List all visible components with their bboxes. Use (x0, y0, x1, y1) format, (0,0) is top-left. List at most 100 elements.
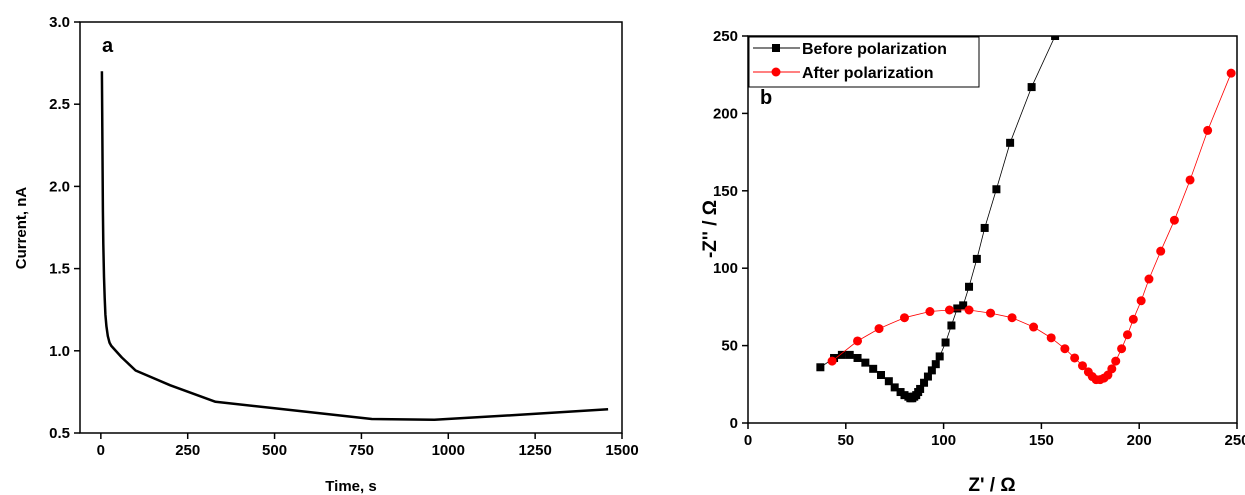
x-tick-label: 1000 (432, 442, 465, 459)
legend-b: Before polarization After polarization (748, 36, 980, 88)
data-point-circle (1007, 313, 1017, 323)
data-point-circle (899, 313, 909, 323)
x-tick-label: 250 (1224, 432, 1245, 449)
data-point-square (941, 338, 950, 347)
x-tick-label: 0 (744, 432, 752, 449)
y-tick-label: 1.0 (49, 343, 70, 360)
x-tick-label: 750 (349, 442, 374, 459)
series-group-a (100, 71, 609, 422)
data-point-square (972, 254, 981, 263)
series-line-2 (831, 73, 1232, 381)
x-tick-label: 1500 (605, 442, 638, 459)
data-point-circle (986, 308, 996, 318)
data-point-circle (944, 305, 954, 315)
data-point-circle (1029, 322, 1039, 332)
data-point-square (837, 350, 846, 359)
data-point-square (816, 363, 825, 372)
series-line-1 (100, 71, 609, 422)
x-tick-label: 100 (931, 432, 956, 449)
data-point-circle (1226, 68, 1236, 78)
legend-box (748, 36, 980, 88)
data-point-square (965, 282, 974, 291)
y-tick-label: 0.5 (49, 425, 70, 442)
data-point-circle (1077, 361, 1087, 371)
x-tick-label: 500 (262, 442, 287, 459)
y-tick-label: 1.5 (49, 261, 70, 278)
data-point-square (869, 364, 878, 373)
x-tick-label: 0 (97, 442, 105, 459)
panel-b: 0 50 100 150 200 250 0 50 100 150 200 250 b Before… (700, 28, 1245, 495)
x-axis-title-b: Z' / Ω (968, 475, 1015, 495)
plot-frame-a (79, 21, 623, 434)
y-tick-label: 50 (721, 338, 738, 355)
data-point-square (927, 366, 936, 375)
data-point-circle (1060, 344, 1070, 354)
x-ticks-b: 0 50 100 150 200 250 (744, 423, 1245, 449)
y-tick-label: 2.0 (49, 178, 70, 195)
data-point-circle (1128, 314, 1138, 324)
data-point-square (947, 321, 956, 330)
data-point-circle (1136, 296, 1146, 306)
data-point-square (953, 304, 962, 313)
legend-label-after: After polarization (802, 65, 934, 82)
data-point-square (1051, 36, 1060, 40)
data-point-circle (874, 324, 884, 334)
data-point-circle (1111, 356, 1121, 366)
data-point-square (1006, 138, 1015, 147)
x-tick-label: 50 (837, 432, 854, 449)
panel-label-b: b (760, 87, 772, 109)
data-point-circle (1169, 215, 1179, 225)
series-group-b (816, 36, 1236, 403)
data-point-circle (964, 305, 974, 315)
y-tick-label: 0 (730, 415, 738, 432)
data-point-circle (1070, 353, 1080, 363)
y-ticks-b: 0 50 100 150 200 250 (713, 28, 748, 432)
y-tick-label: 3.0 (49, 14, 70, 31)
data-point-circle (1122, 330, 1132, 340)
data-point-square (959, 301, 968, 310)
y-tick-label: 100 (713, 260, 738, 277)
data-point-circle (925, 307, 935, 317)
data-point-circle (1203, 125, 1213, 135)
legend-marker-before (772, 44, 780, 52)
data-point-circle (1185, 175, 1195, 185)
y-axis-title-b: -Z'' / Ω (700, 200, 721, 258)
data-point-circle (853, 336, 863, 346)
data-point-square (845, 350, 854, 359)
x-tick-label: 150 (1029, 432, 1054, 449)
data-point-square (935, 352, 944, 361)
y-tick-label: 200 (713, 105, 738, 122)
data-point-square (853, 353, 862, 362)
panel-a: 0 250 500 750 1000 1250 1500 0.5 1.0 1.5 2.0 2.5 3.… (13, 14, 639, 495)
data-point-circle (1144, 274, 1154, 284)
y-ticks-a: 0.5 1.0 1.5 2.0 2.5 3.0 (49, 14, 80, 442)
data-point-square (861, 358, 870, 367)
data-point-square (920, 378, 929, 387)
panel-label-a: a (102, 35, 114, 57)
x-tick-label: 200 (1127, 432, 1152, 449)
data-point-circle (1117, 344, 1127, 354)
data-point-square (923, 372, 932, 381)
data-point-circle (1046, 333, 1056, 343)
y-axis-title-a: Current, nA (13, 187, 30, 270)
data-point-square (931, 360, 940, 369)
legend-label-before: Before polarization (802, 41, 947, 58)
x-axis-title-a: Time, s (325, 478, 376, 495)
x-tick-label: 250 (175, 442, 200, 459)
x-tick-label: 1250 (518, 442, 551, 459)
data-point-square (884, 377, 893, 386)
data-point-circle (827, 356, 837, 366)
plot-frame-b (747, 35, 1238, 424)
y-tick-label: 2.5 (49, 96, 70, 113)
data-point-square (992, 185, 1001, 194)
data-point-square (890, 383, 899, 392)
data-point-square (916, 384, 925, 393)
y-tick-label: 250 (713, 28, 738, 45)
y-tick-label: 150 (713, 183, 738, 200)
data-point-square (1027, 83, 1036, 92)
x-ticks-a: 0 250 500 750 1000 1250 1500 (97, 433, 639, 459)
data-point-square (877, 371, 886, 380)
data-point-circle (1156, 246, 1166, 256)
data-point-square (980, 223, 989, 232)
